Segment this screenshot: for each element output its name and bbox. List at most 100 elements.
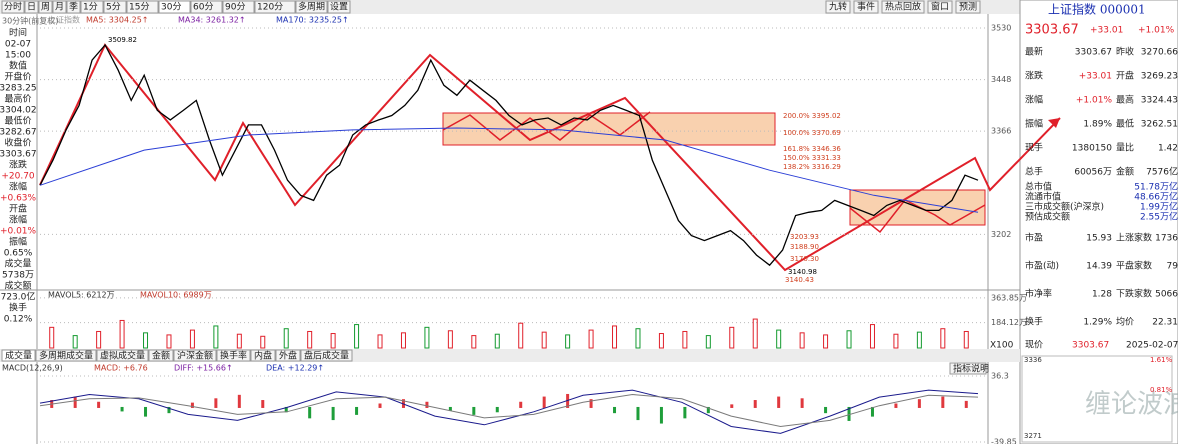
field-value: 3262.51: [1141, 120, 1178, 130]
tab-button[interactable]: [190, 0, 223, 14]
bar: [494, 333, 500, 349]
field-value: 1.89%: [1083, 120, 1112, 130]
bar: [777, 396, 781, 408]
field-value: 1736: [1155, 234, 1178, 244]
tab-button[interactable]: [222, 0, 255, 14]
info-line: +0.63%: [0, 194, 37, 204]
period-button: 分时: [4, 1, 22, 13]
tab[interactable]: [35, 349, 97, 362]
legend-item: MA5: 3304.25↑: [86, 16, 149, 25]
field-label: 金额: [1116, 166, 1134, 178]
tab-button[interactable]: [66, 0, 81, 14]
unit-label: X100: [990, 341, 1014, 351]
field-label: 昨收: [1116, 46, 1134, 58]
bar: [354, 324, 360, 349]
bar: [846, 330, 852, 349]
tab-button[interactable]: [254, 0, 296, 14]
tab[interactable]: [275, 349, 301, 362]
bar: [260, 335, 266, 349]
field-value: 1.99万亿: [1140, 201, 1178, 213]
wave-zigzag: [442, 111, 651, 141]
info-line: 成交量: [4, 258, 31, 270]
tab[interactable]: [216, 349, 251, 362]
series-line: [39, 127, 979, 213]
info-line: 收盘价: [4, 137, 31, 149]
tab-button[interactable]: [126, 0, 159, 14]
series-line: [39, 393, 979, 428]
info-line: 涨幅: [9, 181, 27, 193]
bar: [824, 406, 828, 414]
info-line: 最高价: [4, 93, 31, 105]
tab-button[interactable]: [52, 0, 67, 14]
mini-tick: 0.81%: [1150, 386, 1173, 394]
bar: [542, 396, 546, 408]
series-line: [39, 43, 979, 267]
tool-button[interactable]: [927, 0, 953, 14]
annotation: 3170.30: [790, 255, 819, 263]
bar: [237, 394, 241, 408]
y-tick-label: 3366: [991, 127, 1011, 136]
tool-button[interactable]: [825, 0, 851, 14]
legend-item: MACD: +6.76: [94, 364, 148, 373]
tab-button[interactable]: [1, 0, 25, 14]
bar: [400, 332, 406, 349]
info-line: 最低价: [4, 115, 31, 127]
mini-chart: [1021, 355, 1173, 443]
bar: [870, 406, 874, 417]
bar: [73, 396, 77, 408]
field-value: 3303.67: [1072, 341, 1109, 351]
tab-button[interactable]: [38, 0, 53, 14]
bar: [236, 333, 242, 349]
tab[interactable]: [148, 349, 174, 362]
tool-button: 窗口: [931, 1, 949, 13]
bar: [96, 330, 102, 349]
bar: [705, 335, 711, 349]
bar: [214, 398, 218, 408]
watermark: 缠论波浪: [1085, 390, 1178, 420]
bar: [213, 325, 219, 349]
field-label: 现价: [1025, 340, 1043, 351]
bar: [752, 318, 758, 349]
tab[interactable]: [1, 349, 36, 362]
info-line: 3282.67: [0, 128, 37, 138]
tab-label: 成交量: [5, 350, 32, 362]
tab-button[interactable]: [158, 0, 191, 14]
tool-button[interactable]: [955, 0, 981, 14]
tab-button[interactable]: [295, 0, 328, 14]
tab-button[interactable]: [103, 0, 127, 14]
annotation: 161.8% 3346.36: [783, 145, 841, 153]
field-value: +1.01%: [1076, 96, 1113, 106]
info-line: 723.0亿: [1, 291, 36, 303]
tab-button[interactable]: [24, 0, 39, 14]
field-label: 总手: [1025, 166, 1043, 178]
tab-button[interactable]: [80, 0, 104, 14]
bar: [166, 334, 172, 349]
tab[interactable]: [173, 349, 217, 362]
tab[interactable]: [300, 349, 353, 362]
mini-tick: 3271: [1024, 432, 1042, 440]
tool-button[interactable]: [853, 0, 879, 14]
info-line: 3303.67: [0, 150, 37, 160]
tool-button[interactable]: [881, 0, 925, 14]
bar: [565, 334, 571, 349]
annotation: 138.2% 3316.29: [783, 163, 841, 171]
field-label: 涨跌: [1025, 71, 1043, 82]
bar: [355, 406, 359, 415]
quote-title: 上证指数 000001: [1048, 2, 1146, 17]
info-line: 涨幅: [9, 214, 27, 226]
tab-label: 多周期成交量: [39, 350, 93, 362]
tab-button[interactable]: [327, 0, 351, 14]
info-line: +20.70: [1, 172, 35, 182]
period-button: 15分: [129, 2, 149, 13]
tab-label: 换手率: [220, 350, 247, 362]
tab[interactable]: [96, 349, 149, 362]
quote-pct: +1.01%: [1138, 26, 1175, 36]
help-button[interactable]: [949, 362, 987, 375]
legend-item: DIFF: +15.66↑: [174, 364, 233, 373]
info-line: 0.65%: [4, 249, 33, 259]
info-line: 振幅: [9, 236, 27, 248]
wave-arrow: [39, 43, 1061, 272]
tab[interactable]: [250, 349, 276, 362]
legend-item: MAVOL10: 6989万: [140, 291, 212, 300]
quote-panel: [1019, 0, 1178, 444]
